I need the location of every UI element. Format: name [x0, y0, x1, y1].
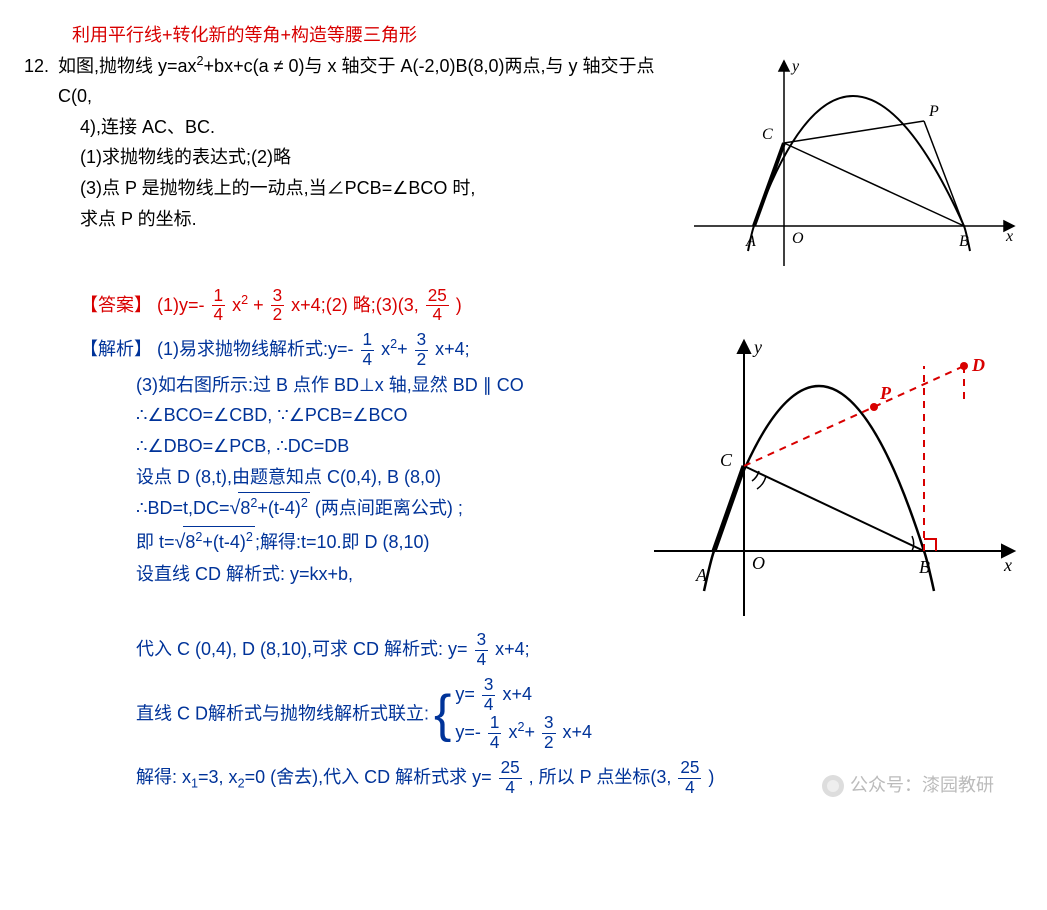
fig2-P: P: [879, 383, 892, 403]
problem-text: 12. 如图,抛物线 y=ax2+bx+c(a ≠ 0)与 x 轴交于 A(-2…: [24, 51, 684, 235]
answer-label: 【答案】: [80, 295, 152, 315]
ex-l7: 即 t=√82+(t-4)2;解得:t=10.即 D (8,10): [24, 526, 644, 560]
fig1-P: P: [928, 103, 939, 120]
fig1-C: C: [762, 126, 773, 143]
ex-l3: ∴∠BCO=∠CBD, ∵∠PCB=∠BCO: [24, 400, 644, 431]
fig1-y: y: [790, 58, 800, 75]
fig2-y: y: [752, 337, 762, 357]
p-line5: 求点 P 的坐标.: [24, 204, 684, 235]
figure-1: y x A B C O P: [684, 51, 1024, 281]
answer-line: 【答案】 (1)y=- 14 x2 + 32 x+4;(2) 略;(3)(3, …: [24, 287, 1024, 326]
ex-l10: 直线 C D解析式与抛物线解析式联立: { y= 34 x+4 y=- 14 x…: [24, 676, 1024, 753]
figure-2: y x A B C O P D: [644, 331, 1024, 631]
ex-l5: 设点 D (8,t),由题意知点 C(0,4), B (8,0): [24, 462, 644, 493]
fig1-O: O: [792, 230, 804, 247]
p-line3: (1)求抛物线的表达式;(2)略: [24, 142, 684, 173]
explain-row: 【解析】 (1)易求抛物线解析式:y=- 14 x2+ 32 x+4; (3)如…: [24, 331, 1024, 631]
ex-l6: ∴BD=t,DC=√82+(t-4)2 (两点间距离公式) ;: [24, 492, 644, 526]
fig2-O: O: [752, 553, 765, 573]
ex-l9: 代入 C (0,4), D (8,10),可求 CD 解析式: y= 34 x+…: [24, 631, 1024, 670]
p-line1a: 如图,抛物线 y=ax: [58, 56, 197, 76]
fig2-B: B: [919, 557, 930, 577]
fig2-C: C: [720, 450, 733, 470]
explain-label: 【解析】: [80, 339, 152, 359]
heading: 利用平行线+转化新的等角+构造等腰三角形: [24, 20, 1024, 51]
fig1-A: A: [745, 233, 756, 250]
p-line4: (3)点 P 是抛物线上的一动点,当∠PCB=∠BCO 时,: [24, 173, 684, 204]
fig1-x: x: [1005, 228, 1013, 245]
ex-l2: (3)如右图所示:过 B 点作 BD⊥x 轴,显然 BD ∥ CO: [24, 370, 644, 401]
fig2-x: x: [1003, 555, 1012, 575]
ex-l4: ∴∠DBO=∠PCB, ∴DC=DB: [24, 431, 644, 462]
fig2-A: A: [695, 565, 708, 585]
p-line2: 4),连接 AC、BC.: [24, 112, 684, 143]
problem-row: 12. 如图,抛物线 y=ax2+bx+c(a ≠ 0)与 x 轴交于 A(-2…: [24, 51, 1024, 281]
explain-text: 【解析】 (1)易求抛物线解析式:y=- 14 x2+ 32 x+4; (3)如…: [24, 331, 644, 590]
fig2-D: D: [971, 355, 985, 375]
ex-l8: 设直线 CD 解析式: y=kx+b,: [24, 559, 644, 590]
problem-number: 12.: [24, 51, 58, 112]
ex-l11: 解得: x1=3, x2=0 (舍去),代入 CD 解析式求 y= 254 , …: [24, 759, 1024, 798]
fig1-B: B: [959, 233, 969, 250]
ans-p1: (1)y=-: [157, 295, 205, 315]
p-sup2: 2: [197, 54, 204, 68]
